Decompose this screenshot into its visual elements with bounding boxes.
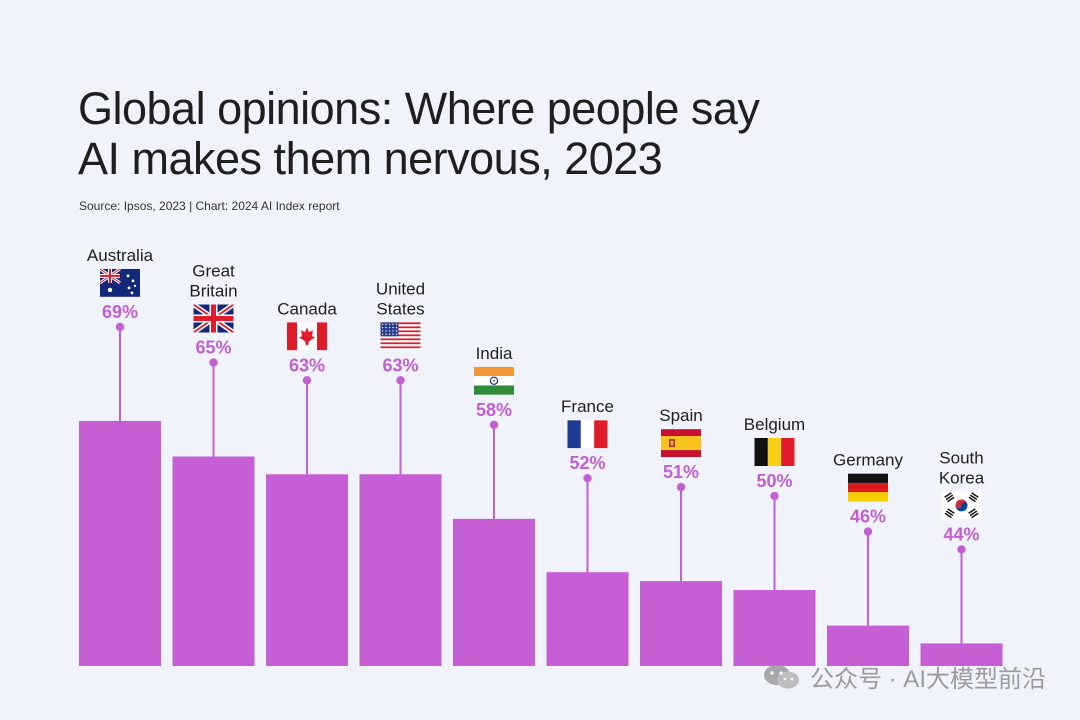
category-label: France xyxy=(561,397,614,416)
bar xyxy=(79,420,161,666)
spain-flag xyxy=(661,429,701,458)
chart-source: Source: Ipsos, 2023 | Chart: 2024 AI Ind… xyxy=(79,199,340,213)
bar xyxy=(453,518,535,666)
chart-title: Global opinions: Where people say AI mak… xyxy=(78,84,978,184)
category-label: United xyxy=(376,279,425,298)
great-britain-flag xyxy=(193,304,234,333)
category-label: Spain xyxy=(659,406,702,425)
bar-group: 51% Spain xyxy=(640,406,722,666)
category-label: Korea xyxy=(939,468,985,487)
india-flag xyxy=(474,366,514,395)
bar-group: 46% Germany xyxy=(827,451,909,666)
bar xyxy=(172,456,255,666)
bar-dot xyxy=(489,420,499,429)
bar xyxy=(359,474,442,666)
germany-flag xyxy=(848,473,888,502)
bar-group: 50% Belgium xyxy=(733,415,816,666)
value-label: 63% xyxy=(289,355,325,375)
value-label: 63% xyxy=(382,355,418,375)
value-label: 44% xyxy=(943,524,979,544)
value-label: 50% xyxy=(756,471,792,491)
france-flag xyxy=(567,420,608,449)
category-label: Canada xyxy=(277,299,337,318)
bar-group: 63% Canada xyxy=(266,299,348,666)
category-label: Germany xyxy=(833,451,903,470)
category-label: Great xyxy=(192,262,235,281)
bar xyxy=(266,474,348,666)
bar xyxy=(920,643,1003,666)
bar xyxy=(640,581,722,666)
bar-group: 52% France xyxy=(546,397,629,666)
bar xyxy=(546,572,629,666)
value-label: 52% xyxy=(569,453,605,473)
bar-dot xyxy=(209,358,218,367)
bar xyxy=(827,625,909,666)
bar-dot xyxy=(676,482,686,492)
wechat-icon xyxy=(763,664,799,688)
category-label: South xyxy=(939,448,983,467)
category-label: Belgium xyxy=(744,415,805,434)
chart-title-line-2: AI makes them nervous, 2023 xyxy=(78,133,663,184)
bar-dot xyxy=(115,322,125,332)
bar-group: 69% Australia xyxy=(79,246,161,666)
category-label: Britain xyxy=(189,282,237,301)
category-label: States xyxy=(376,299,424,318)
bar-dot xyxy=(957,545,966,554)
canada-flag xyxy=(287,322,327,351)
value-label: 58% xyxy=(476,400,512,420)
watermark-text: 公众号 · AI大模型前沿 xyxy=(809,666,1046,693)
united-states-flag xyxy=(380,322,421,351)
bar-dot xyxy=(396,376,405,385)
value-label: 46% xyxy=(850,507,886,527)
bar-dot xyxy=(770,491,779,501)
bar-dot xyxy=(302,376,312,385)
value-label: 69% xyxy=(102,302,138,322)
australia-flag xyxy=(100,268,140,297)
bar-group: 58% India xyxy=(453,344,535,666)
bar-dot xyxy=(583,474,592,483)
watermark: 公众号 · AI大模型前沿 xyxy=(762,659,1046,694)
bar-dot xyxy=(863,527,873,536)
value-label: 65% xyxy=(195,338,231,358)
belgium-flag xyxy=(754,438,795,466)
south-korea-flag xyxy=(941,491,982,520)
category-label: India xyxy=(476,344,513,363)
value-label: 51% xyxy=(663,462,699,482)
category-label: Australia xyxy=(87,246,154,265)
chart-title-line-1: Global opinions: Where people say xyxy=(78,83,760,134)
bar xyxy=(733,590,816,666)
